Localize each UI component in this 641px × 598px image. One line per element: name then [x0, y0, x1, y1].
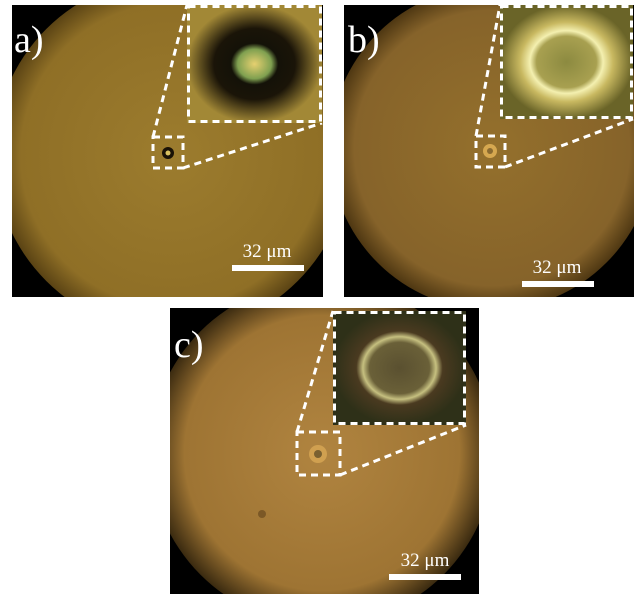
- scale-bar-label: 32 μm: [401, 550, 450, 571]
- panel-a: a) 32 μm: [0, 0, 350, 333]
- panel-label: b): [348, 19, 380, 61]
- scale-bar-label: 32 μm: [533, 257, 582, 278]
- figure: a) 32 μm b) 32 μm c) 32 μm: [0, 0, 641, 598]
- scale-bar: [522, 281, 594, 287]
- panel-label: a): [14, 19, 44, 61]
- panel-label: c): [174, 324, 204, 366]
- scale-bar: [232, 265, 304, 271]
- scale-bar: [389, 574, 461, 580]
- panel-b: b) 32 μm: [330, 0, 641, 310]
- panel-c: c) 32 μm: [150, 281, 494, 598]
- scale-bar-label: 32 μm: [243, 241, 292, 262]
